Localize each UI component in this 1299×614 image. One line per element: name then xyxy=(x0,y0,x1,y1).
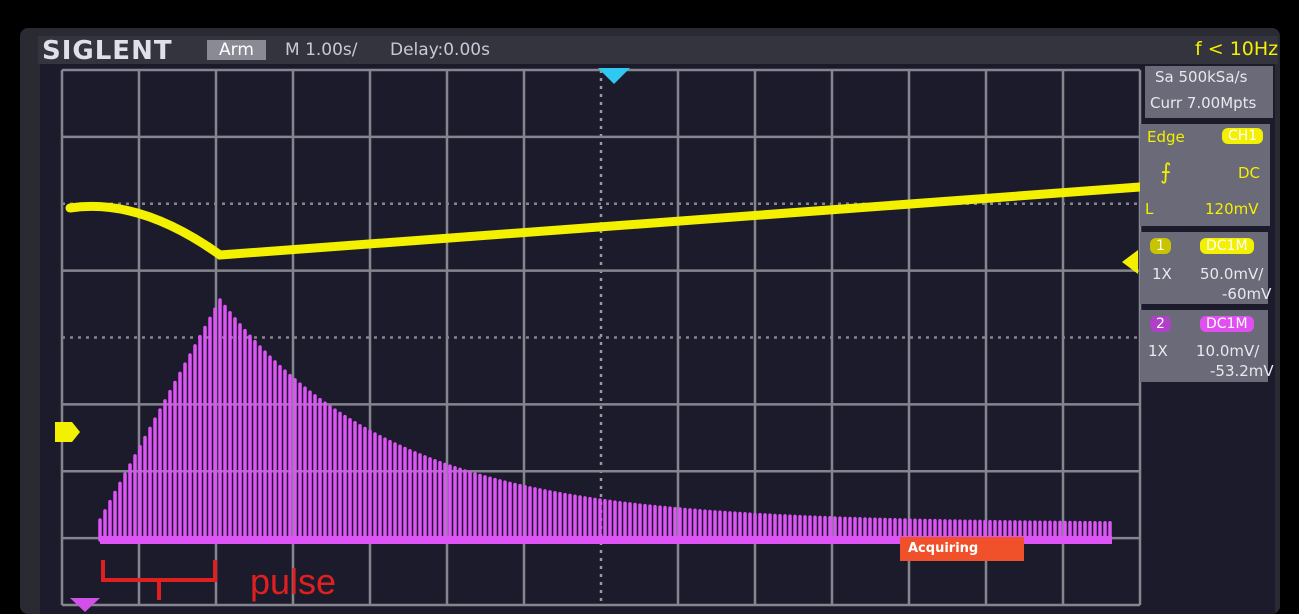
frequency: f < 10Hz xyxy=(1195,38,1278,60)
trigger-level-marker xyxy=(55,422,80,442)
channel-2-number: 2 xyxy=(1150,316,1171,332)
channel-1-number: 1 xyxy=(1150,238,1171,254)
channel-2-coupling: DC1M xyxy=(1200,316,1254,332)
channel-2-probe: 1X xyxy=(1148,342,1168,360)
channel-1-probe: 1X xyxy=(1152,265,1172,283)
channel-1-offset: -60mV xyxy=(1222,285,1271,303)
trigger-coupling: DC xyxy=(1238,164,1260,182)
trigger-source: CH1 xyxy=(1222,128,1263,144)
ch2-spikes xyxy=(100,300,1110,540)
trigger-position-marker xyxy=(598,68,630,84)
status: Arm xyxy=(207,40,266,60)
channel-2-offset: -53.2mV xyxy=(1210,362,1274,380)
acquisition-status: Acquiring xyxy=(900,537,1024,561)
trigger-slope: ⨍ xyxy=(1160,160,1171,185)
channel-1-coupling: DC1M xyxy=(1200,238,1254,254)
channel-2-scale: 10.0mV/ xyxy=(1196,342,1259,360)
trigger-level: 120mV xyxy=(1205,200,1259,218)
ch2-trace xyxy=(100,300,1112,540)
annotation-text: pulse xyxy=(250,561,336,602)
trigger-level-label: L xyxy=(1145,200,1153,218)
waveform-display: pulse xyxy=(0,0,1299,614)
ch1-trace xyxy=(70,187,1140,255)
annotation-bracket xyxy=(103,560,215,600)
memory-depth: Curr 7.00Mpts xyxy=(1150,94,1256,112)
delay: Delay:0.00s xyxy=(390,40,490,60)
sample-rate: Sa 500kSa/s xyxy=(1155,68,1247,86)
trigger-type: Edge xyxy=(1147,128,1185,146)
timebase: M 1.00s/ xyxy=(285,40,358,60)
brand: SIGLENT xyxy=(42,36,173,66)
page: pulse SIGLENT Arm M 1.00s/ Delay:0.00s f… xyxy=(0,0,1299,614)
channel-1-scale: 50.0mV/ xyxy=(1200,265,1263,283)
